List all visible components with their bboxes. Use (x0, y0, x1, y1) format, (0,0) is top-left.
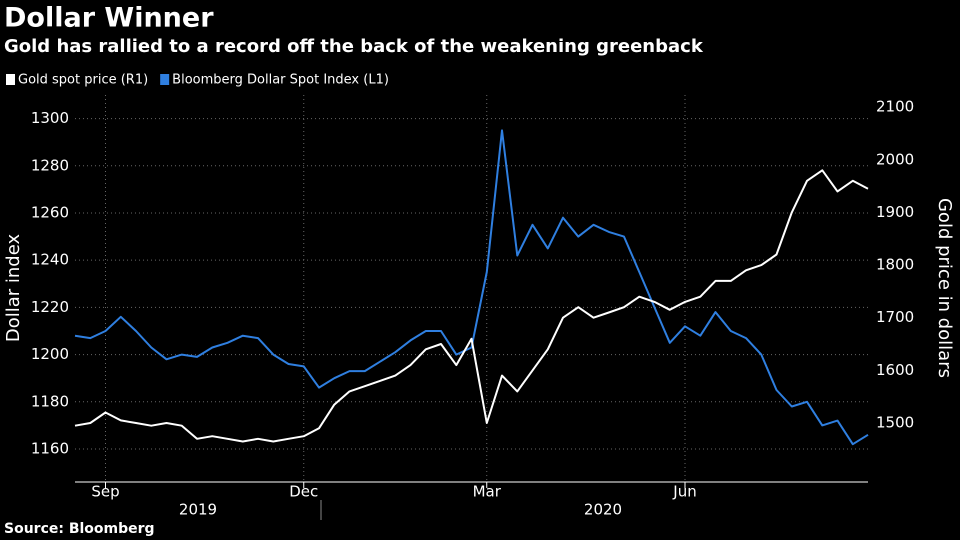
y2-tick-label: 1800 (876, 256, 914, 274)
y-tick-label: 1180 (31, 392, 69, 410)
chart-title: Dollar Winner (4, 3, 214, 34)
chart-subtitle: Gold has rallied to a record off the bac… (4, 36, 704, 57)
y-tick-label: 1260 (31, 203, 69, 221)
y2-tick-label: 1900 (876, 203, 914, 221)
y-axis-label: Dollar index (3, 234, 24, 343)
x-group-label: 2020 (584, 501, 622, 519)
x-group-label: 2019 (179, 501, 217, 519)
legend-swatch (160, 74, 170, 85)
y-tick-label: 1200 (31, 345, 69, 363)
x-tick-label: Sep (91, 483, 119, 501)
y2-axis-label: Gold price in dollars (934, 198, 955, 378)
legend-swatch (6, 74, 15, 85)
x-tick-label: Jun (672, 483, 696, 501)
y2-tick-label: 2000 (876, 150, 914, 168)
y-tick-label: 1220 (31, 298, 69, 316)
x-tick-label: Mar (473, 483, 502, 501)
legend-label: Gold spot price (R1) (18, 73, 148, 88)
source: Source: Bloomberg (4, 521, 155, 537)
y2-tick-label: 1700 (876, 308, 914, 326)
y-tick-label: 1160 (31, 439, 69, 457)
y-tick-label: 1240 (31, 251, 69, 269)
y2-tick-label: 2100 (876, 98, 914, 116)
x-tick-label: Dec (289, 483, 318, 501)
y2-tick-label: 1500 (876, 414, 914, 432)
series-line (74, 169, 869, 443)
legend-label: Bloomberg Dollar Spot Index (L1) (172, 73, 389, 88)
y-tick-label: 1280 (31, 156, 69, 174)
y-tick-label: 1300 (31, 109, 69, 127)
y2-tick-label: 1600 (876, 361, 914, 379)
series-line (74, 129, 869, 446)
